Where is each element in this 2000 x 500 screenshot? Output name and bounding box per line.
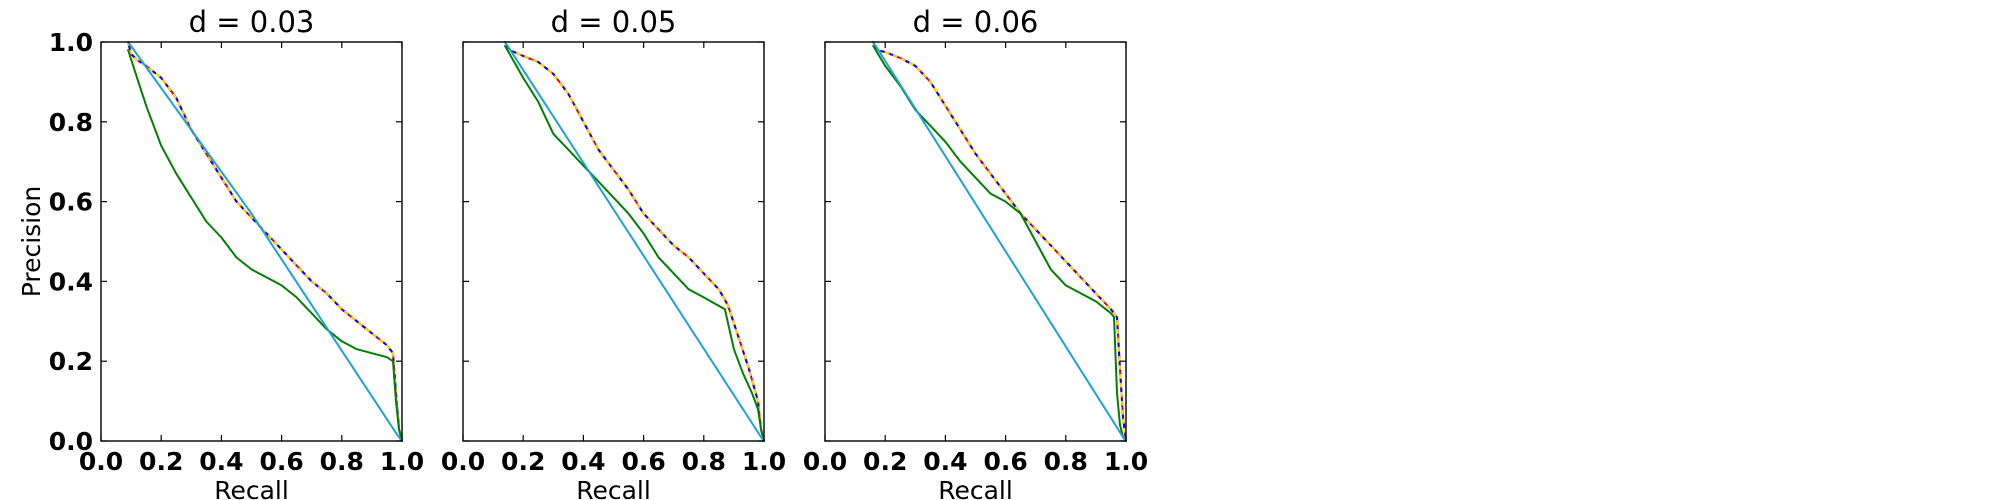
- x-axis-label: Recall: [938, 476, 1013, 500]
- x-tick-label: 0.2: [863, 447, 907, 476]
- subplot-3: 0.0 0.2 0.4 0.6 0.8 1.0 d = 0.06 Recall: [803, 5, 1148, 500]
- x-tick-label: 1.0: [742, 447, 786, 476]
- series-line-5: [127, 41, 403, 442]
- subplot-title: d = 0.05: [551, 5, 677, 39]
- subplot-title: d = 0.06: [913, 5, 1039, 39]
- subplot-1: 0.0 0.2 0.4 0.6 0.8 1.0 0.0 0.2 0.4 0.6 0.8 1.0 d = …: [17, 5, 424, 500]
- plot-frame: [100, 41, 403, 442]
- plot-frame: [462, 41, 765, 442]
- x-tick-label: 0.6: [621, 447, 665, 476]
- series-line-5: [872, 41, 1127, 442]
- subplot-2: 0.0 0.2 0.4 0.6 0.8 1.0 d = 0.05 Recall: [441, 5, 786, 500]
- series-line-3: [872, 41, 1127, 442]
- y-tick-label: 0.6: [49, 188, 93, 217]
- x-tick-label: 0.2: [139, 447, 183, 476]
- y-tick-label: 0.4: [49, 267, 93, 296]
- x-tick-label: 0.0: [441, 447, 485, 476]
- x-tick-label: 0.6: [259, 447, 303, 476]
- x-tick-label: 1.0: [380, 447, 424, 476]
- x-tick-label: 1.0: [1104, 447, 1148, 476]
- x-tick-label: 0.0: [79, 447, 123, 476]
- series-line-2: [872, 41, 1127, 442]
- y-tick-label: 1.0: [49, 28, 93, 57]
- subplot-title: d = 0.03: [189, 5, 315, 39]
- x-tick-label: 0.8: [682, 447, 726, 476]
- x-tick-label: 0.0: [803, 447, 847, 476]
- x-tick-label: 0.8: [1044, 447, 1088, 476]
- x-tick-label: 0.6: [983, 447, 1027, 476]
- series-line-4: [872, 45, 1127, 442]
- x-axis-label: Recall: [214, 476, 289, 500]
- y-tick-label: 0.8: [49, 108, 93, 137]
- y-tick-label: 0.2: [49, 347, 93, 376]
- x-tick-label: 0.8: [320, 447, 364, 476]
- y-tick-label: 0.0: [49, 427, 93, 456]
- x-tick-label: 0.4: [561, 447, 605, 476]
- series-line-5: [504, 41, 765, 442]
- x-tick-label: 0.4: [923, 447, 967, 476]
- x-tick-label: 0.4: [199, 447, 243, 476]
- series-line-4: [127, 49, 403, 442]
- plot-frame: [824, 41, 1127, 442]
- series-line-3: [504, 41, 765, 442]
- y-axis-label: Precision: [17, 186, 46, 298]
- series-line-3: [127, 41, 403, 442]
- x-tick-label: 0.2: [501, 447, 545, 476]
- series-line-4: [504, 45, 765, 442]
- x-axis-label: Recall: [576, 476, 651, 500]
